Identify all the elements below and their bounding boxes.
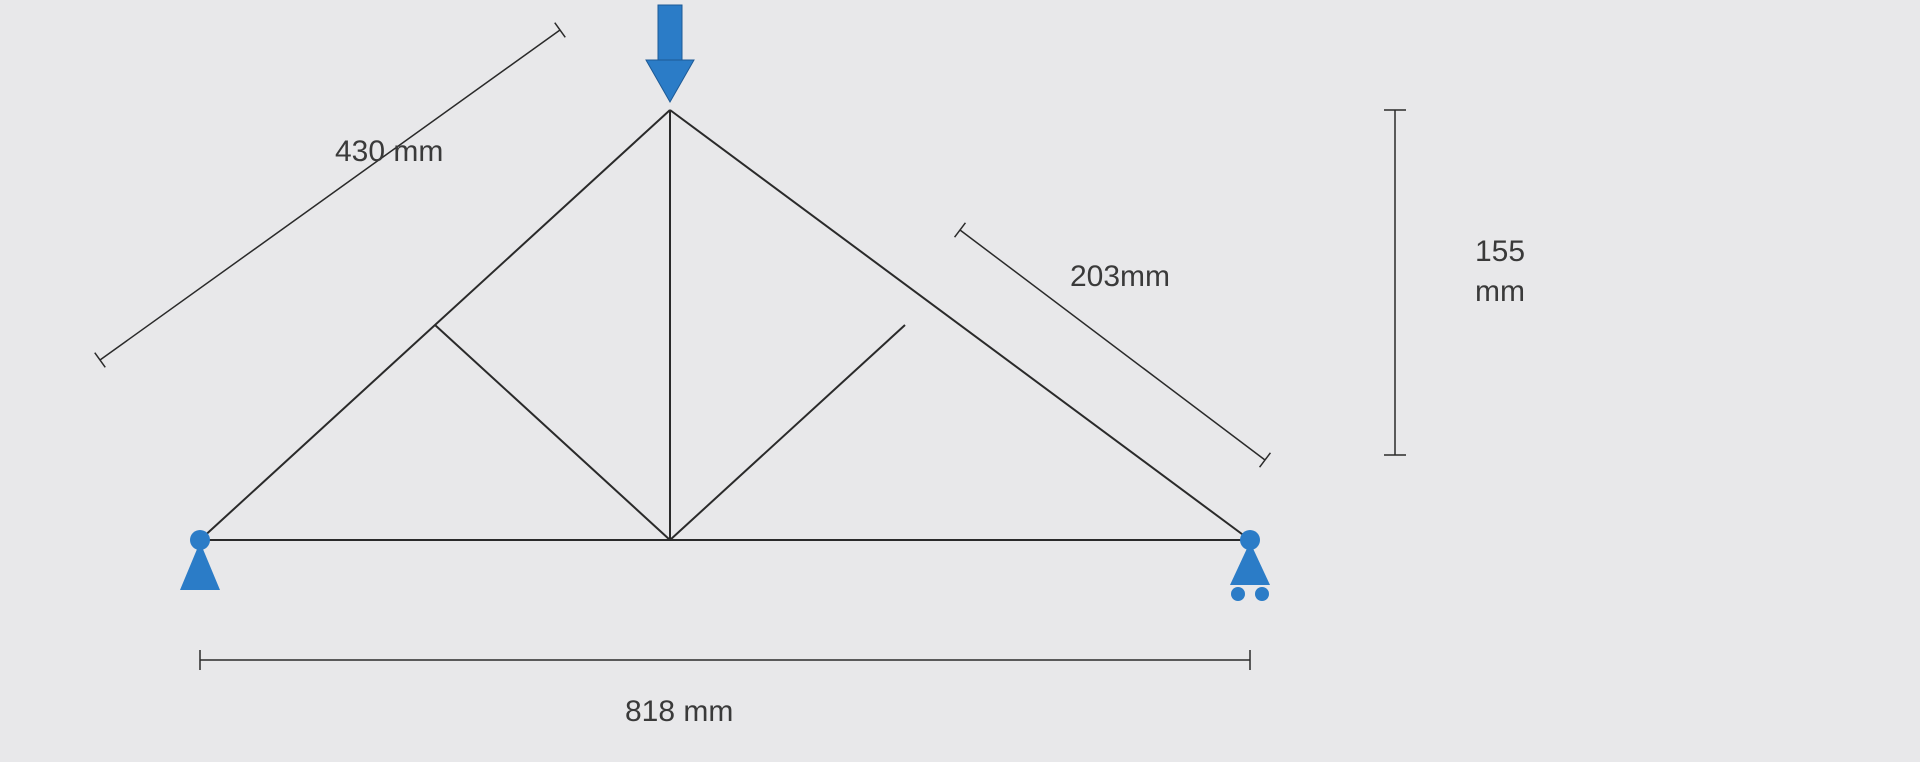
dim-label-height-value: 155 [1475, 235, 1525, 269]
dim-label-right-chord-partial: 203mm [1070, 260, 1170, 294]
dim-label-height-unit: mm [1475, 275, 1525, 309]
dim-label-top-left-chord: 430 mm [335, 135, 443, 169]
load-arrow-icon [646, 5, 694, 102]
truss-diagram [0, 0, 1920, 762]
dimension-lines [95, 23, 1406, 670]
dim-label-span: 818 mm [625, 695, 733, 729]
